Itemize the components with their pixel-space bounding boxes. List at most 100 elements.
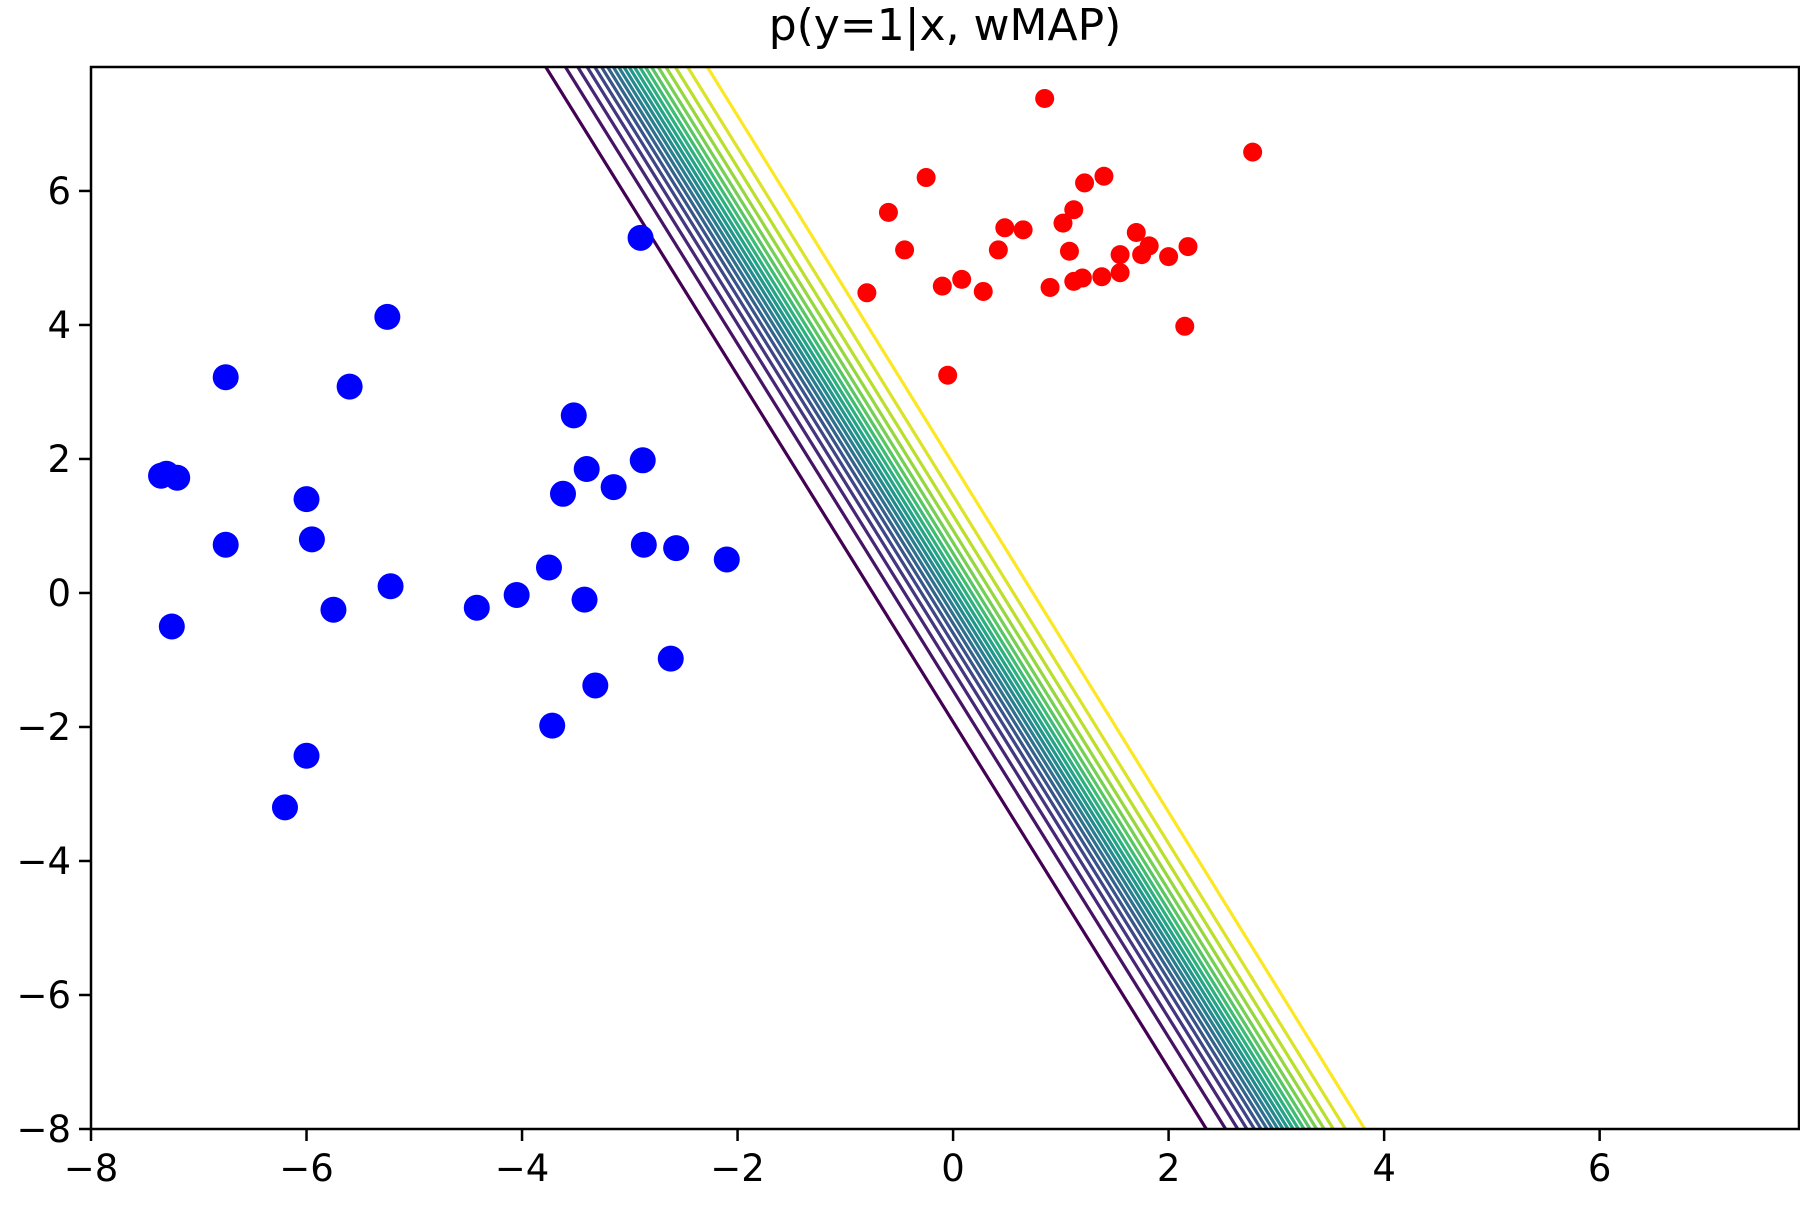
contour-line: [650, 67, 1312, 1129]
class-1-point: [952, 269, 972, 289]
contour-line: [611, 67, 1274, 1129]
x-tick-label: −6: [279, 1147, 334, 1190]
chart-title: p(y=1|x, wMAP): [769, 0, 1122, 51]
class-0-point: [560, 402, 587, 429]
contour-line: [664, 67, 1326, 1129]
x-tick-label: 6: [1588, 1147, 1612, 1190]
class-1-point: [995, 218, 1015, 238]
class-0-point: [573, 456, 600, 483]
x-tick-label: 4: [1372, 1147, 1396, 1190]
contour-line: [673, 67, 1335, 1129]
class-1-point: [973, 281, 993, 301]
class-0-point: [629, 447, 656, 474]
class-0-point: [293, 486, 320, 513]
class-1-point: [1175, 316, 1195, 336]
y-tick-label: −4: [16, 840, 71, 883]
contour-line: [644, 67, 1306, 1129]
class-1-point: [1059, 241, 1079, 261]
class-1-point: [895, 240, 915, 260]
class-0-point: [212, 364, 239, 391]
class-0-point: [298, 526, 325, 553]
y-tick-label: −8: [16, 1108, 71, 1151]
class-0-point: [503, 581, 530, 608]
class-1-point: [1094, 166, 1114, 186]
class-0-point: [463, 594, 490, 621]
class-0-point: [713, 546, 740, 573]
class-1-point: [1110, 263, 1130, 283]
class-1-point: [988, 240, 1008, 260]
contour-line: [585, 67, 1249, 1129]
class-0-point: [582, 672, 609, 699]
contour-line: [564, 67, 1227, 1129]
class-0-point: [164, 464, 191, 491]
class-1-point: [1075, 173, 1095, 193]
class-0-point: [539, 712, 566, 739]
contour-line: [600, 67, 1263, 1129]
data-points: [148, 88, 1263, 821]
class-1-point: [1035, 88, 1055, 108]
contour-line: [606, 67, 1269, 1129]
y-axis: −8 −6 −4 −2 0 2 4 6: [16, 170, 91, 1151]
class-0-point: [374, 303, 401, 330]
class-1-point: [1013, 220, 1033, 240]
contour-line: [544, 67, 1208, 1129]
class-1-point: [1126, 222, 1146, 242]
contour-line: [622, 67, 1285, 1129]
class-0-point: [158, 613, 185, 640]
class-0-point: [336, 373, 363, 400]
class-1-point: [1159, 247, 1179, 267]
class-1-point: [1040, 277, 1060, 297]
contour-line: [633, 67, 1295, 1129]
class-1-point: [1092, 267, 1112, 287]
class-1-point: [1053, 213, 1073, 233]
contour-line: [576, 67, 1240, 1129]
contour-line: [706, 67, 1367, 1129]
x-tick-label: −2: [710, 1147, 765, 1190]
class-0-point: [535, 554, 562, 581]
contour-line: [617, 67, 1280, 1129]
class-0-point: [377, 573, 404, 600]
class-1-point: [857, 283, 877, 303]
contour-line: [656, 67, 1318, 1129]
y-tick-label: 2: [47, 438, 71, 481]
class-0-point: [657, 645, 684, 672]
contour-line: [593, 67, 1256, 1129]
class-1-point: [1178, 237, 1198, 257]
x-axis: −8 −6 −4 −2 0 2 4 6: [64, 1129, 1612, 1190]
class-1-point: [932, 276, 952, 296]
class-1-point: [916, 168, 936, 188]
y-tick-label: −2: [16, 706, 71, 749]
class-0-point: [320, 596, 347, 623]
y-tick-label: 4: [47, 304, 71, 347]
class-0-point: [663, 535, 690, 562]
class-1-point: [1072, 268, 1092, 288]
class-1-point: [1243, 142, 1263, 162]
x-tick-label: −8: [64, 1147, 119, 1190]
class-1-point: [938, 365, 958, 385]
contour-line: [627, 67, 1290, 1129]
plot-area-frame: [89, 65, 1800, 1131]
class-1-point: [878, 202, 898, 222]
y-tick-label: 6: [47, 170, 71, 213]
y-tick-label: −6: [16, 974, 71, 1017]
class-0-point: [627, 224, 654, 251]
class-0-point: [600, 474, 627, 501]
class-0-point: [212, 531, 239, 558]
x-tick-label: 2: [1157, 1147, 1181, 1190]
class-0-point: [630, 531, 657, 558]
y-tick-label: 0: [47, 572, 71, 615]
class-1-point: [1139, 236, 1159, 256]
contour-line: [686, 67, 1347, 1129]
x-tick-label: 0: [941, 1147, 965, 1190]
class-0-point: [571, 586, 598, 613]
class-1-point: [1110, 245, 1130, 265]
probability-contours: [544, 67, 1367, 1129]
class-0-point: [271, 794, 298, 821]
x-tick-label: −4: [495, 1147, 550, 1190]
class-0-point: [549, 480, 576, 507]
class-0-point: [293, 742, 320, 769]
contour-line: [638, 67, 1300, 1129]
class-1-point: [1064, 200, 1084, 220]
